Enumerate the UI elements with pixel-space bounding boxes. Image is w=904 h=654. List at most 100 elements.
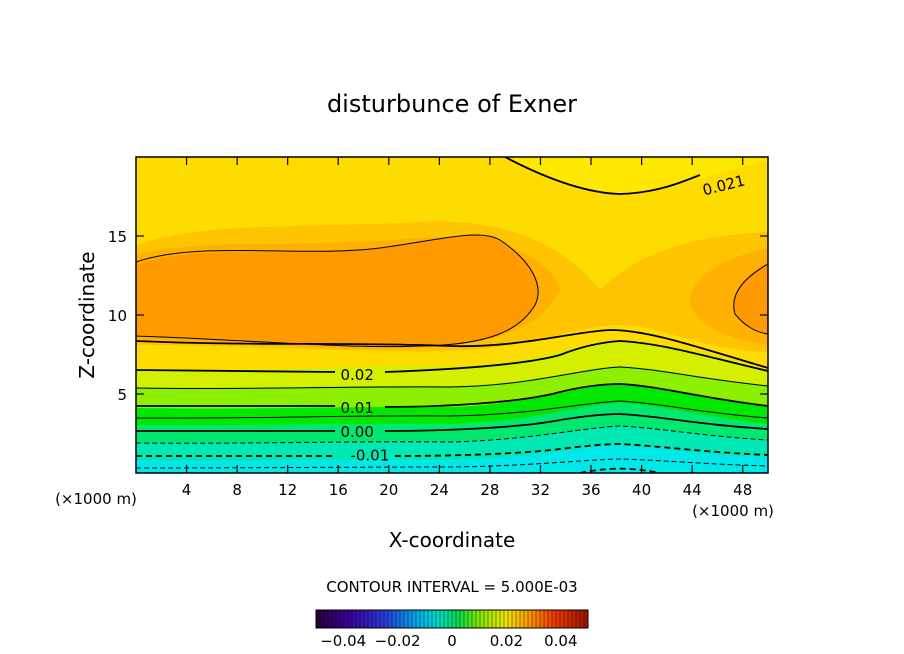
colorbar-cell <box>436 610 441 628</box>
colorbar-cell <box>388 610 393 628</box>
colorbar-tick-label: 0.04 <box>544 632 577 650</box>
x-tick-label: 40 <box>632 481 651 499</box>
x-axis-ticks: 4 8 12 16 20 24 28 32 36 40 44 48 <box>182 157 752 499</box>
colorbar-cell <box>492 610 497 628</box>
colorbar-tick-label: 0.02 <box>490 632 523 650</box>
x-tick-label: 20 <box>379 481 398 499</box>
chart-title: disturbunce of Exner <box>327 90 577 118</box>
colorbar-cell <box>364 610 369 628</box>
colorbar-cell <box>576 610 581 628</box>
x-unit-left: (×1000 m) <box>55 490 137 508</box>
x-axis-label: X-coordinate <box>389 528 516 552</box>
y-tick-label: 5 <box>117 386 127 404</box>
colorbar-cell <box>372 610 377 628</box>
colorbar-cell <box>516 610 521 628</box>
x-tick-label: 28 <box>480 481 499 499</box>
colorbar-cell <box>316 610 321 628</box>
colorbar-cell <box>328 610 333 628</box>
colorbar-cell <box>368 610 373 628</box>
colorbar-cell <box>392 610 397 628</box>
colorbar-cell <box>484 610 489 628</box>
band-top-yellow <box>500 157 768 193</box>
contour-m005 <box>136 425 768 444</box>
colorbar-cell <box>528 610 533 628</box>
x-tick-label: 36 <box>581 481 600 499</box>
plot-area <box>136 157 768 473</box>
y-tick-label: 15 <box>108 228 127 246</box>
colorbar-tick-label: 0 <box>447 632 457 650</box>
contour-label: -0.01 <box>350 447 389 465</box>
x-tick-label: 44 <box>683 481 702 499</box>
colorbar-cell <box>400 610 405 628</box>
x-tick-label: 48 <box>733 481 752 499</box>
colorbar-cell <box>556 610 561 628</box>
colorbar-cell <box>572 610 577 628</box>
colorbar-cell <box>360 610 365 628</box>
contour-upper-thick <box>136 329 768 369</box>
contour-upper-thin <box>136 234 539 348</box>
band-orange-right <box>733 262 768 334</box>
contour-021 <box>504 157 701 195</box>
colorbar-cell <box>432 610 437 628</box>
colorbar-tick-label: −0.04 <box>320 632 366 650</box>
colorbar-cell <box>396 610 401 628</box>
contour-label: 0.01 <box>340 399 373 417</box>
colorbar-cell <box>476 610 481 628</box>
colorbar-cell <box>560 610 565 628</box>
contour-015 <box>136 366 768 390</box>
contour-m015 <box>136 458 768 469</box>
colorbar-cell <box>416 610 421 628</box>
colorbar-cell <box>440 610 445 628</box>
colorbar-cell <box>324 610 329 628</box>
colorbar-cell <box>496 610 501 628</box>
colorbar-cell <box>468 610 473 628</box>
colorbar-cell <box>508 610 513 628</box>
x-tick-label: 24 <box>430 481 449 499</box>
colorbar-cell <box>488 610 493 628</box>
colorbar-labels: −0.04 −0.02 0 0.02 0.04 <box>320 632 577 650</box>
contour-m02 <box>579 467 661 473</box>
x-tick-label: 32 <box>531 481 550 499</box>
colorbar-cell <box>480 610 485 628</box>
colorbar-cell <box>536 610 541 628</box>
colorbar-cell <box>540 610 545 628</box>
y-axis-label: Z-coordinate <box>75 251 99 378</box>
colorbar-cell <box>444 610 449 628</box>
x-unit-right: (×1000 m) <box>692 502 774 520</box>
colorbar-cell <box>452 610 457 628</box>
colorbar-cell <box>580 610 585 628</box>
contour-01 <box>136 383 768 408</box>
contour-005 <box>136 400 768 419</box>
colorbar-cell <box>424 610 429 628</box>
colorbar-cell <box>504 610 509 628</box>
colorbar-cell <box>544 610 549 628</box>
colorbar-cell <box>320 610 325 628</box>
colorbar-cell <box>472 610 477 628</box>
band-orange <box>136 234 539 346</box>
contour-00 <box>136 413 768 432</box>
colorbar-cell <box>548 610 553 628</box>
colorbar-cell <box>412 610 417 628</box>
colorbar-cell <box>384 610 389 628</box>
x-tick-label: 4 <box>182 481 192 499</box>
colorbar-cell <box>420 610 425 628</box>
colorbar-cell <box>512 610 517 628</box>
colorbar-tick-label: −0.02 <box>375 632 421 650</box>
x-tick-label: 12 <box>278 481 297 499</box>
y-tick-label: 10 <box>108 307 127 325</box>
colorbar-cell <box>464 610 469 628</box>
contour-interval-text: CONTOUR INTERVAL = 5.000E-03 <box>326 578 577 596</box>
contour-right-thin <box>733 263 768 335</box>
y-axis-ticks: 5 10 15 <box>108 228 768 404</box>
colorbar-cell <box>348 610 353 628</box>
colorbar-cell <box>356 610 361 628</box>
colorbar-cell <box>532 610 537 628</box>
colorbar-frame <box>315 609 589 629</box>
colorbar-cell <box>584 610 589 628</box>
colorbar-cell <box>332 610 337 628</box>
colorbar-cell <box>344 610 349 628</box>
x-tick-label: 16 <box>329 481 348 499</box>
colorbar-cell <box>520 610 525 628</box>
x-tick-label: 8 <box>232 481 242 499</box>
